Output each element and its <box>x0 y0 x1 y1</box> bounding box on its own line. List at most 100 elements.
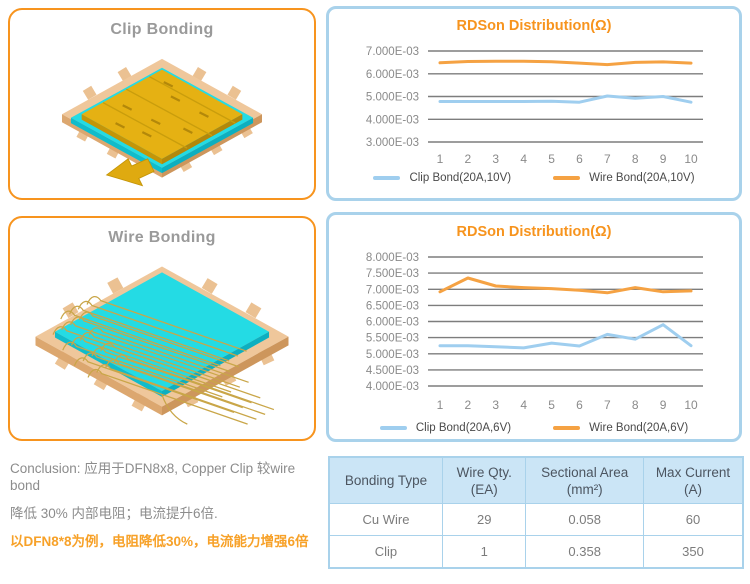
svg-text:10: 10 <box>684 152 698 166</box>
gridlines <box>428 50 703 143</box>
line-chart-0: 7.000E-03 6.000E-03 5.000E-03 4.000E-03 3.00… <box>366 46 703 166</box>
svg-text:3: 3 <box>492 398 499 412</box>
header-unit: (A) <box>683 481 702 497</box>
cell-sectional-area: 0.058 <box>525 503 644 536</box>
header-unit: (mm²) <box>566 481 603 497</box>
chart1-plot-area: 7.000E-03 6.000E-03 5.000E-03 4.000E-03 3.00… <box>329 38 739 170</box>
legend-item-Wire Bond(20A,6V): Wire Bond(20A,6V) <box>553 422 688 434</box>
line-chart-1: 8.000E-03 7.500E-03 7.000E-03 6.500E-03 6.00… <box>366 252 703 412</box>
bond-wires <box>53 297 274 425</box>
clip-arrow-tab <box>105 158 155 187</box>
svg-text:7: 7 <box>604 398 611 412</box>
clip-slots <box>115 81 209 138</box>
leadframe-side-left <box>35 336 162 416</box>
header-max-current: Max Current (A) <box>642 456 744 504</box>
svg-text:6.500E-03: 6.500E-03 <box>366 300 419 312</box>
die-side-right <box>162 117 254 174</box>
rdson-chart-6v-panel: RDSon Distribution(Ω) 8.000E-03 7.500E-03… <box>326 212 742 442</box>
header-text: Sectional Area <box>541 464 629 480</box>
header-text: Bonding Type <box>344 473 428 488</box>
cell-bonding-type: Clip <box>328 535 443 569</box>
wire-bonding-panel: Wire Bonding <box>8 216 316 441</box>
svg-text:2: 2 <box>465 398 472 412</box>
svg-text:8.000E-03: 8.000E-03 <box>366 252 419 264</box>
svg-text:1: 1 <box>437 398 444 412</box>
svg-text:5.000E-03: 5.000E-03 <box>366 92 419 104</box>
cell-max-current: 60 <box>642 503 744 536</box>
svg-text:4.000E-03: 4.000E-03 <box>366 114 419 126</box>
svg-text:8: 8 <box>632 398 639 412</box>
y-axis-ticks: 8.000E-03 7.500E-03 7.000E-03 6.500E-03 6.00… <box>366 252 419 393</box>
conclusion-line-highlight: 以DFN8*8为例，电阻降低30%，电流能力增强6倍 <box>10 534 309 549</box>
header-text: Max Current <box>655 464 731 480</box>
svg-text:4.000E-03: 4.000E-03 <box>366 381 419 393</box>
svg-text:4.500E-03: 4.500E-03 <box>366 365 419 377</box>
header-text: Wire Qty. <box>456 464 512 480</box>
svg-text:6: 6 <box>576 152 583 166</box>
stray-wire <box>161 394 188 425</box>
svg-text:9: 9 <box>660 398 667 412</box>
svg-text:3.000E-03: 3.000E-03 <box>366 137 419 149</box>
legend-item-Clip Bond(20A,10V): Clip Bond(20A,10V) <box>373 172 511 184</box>
svg-text:7.000E-03: 7.000E-03 <box>366 284 419 296</box>
svg-text:4: 4 <box>520 152 527 166</box>
table-row: Clip 1 0.358 350 <box>328 535 744 569</box>
wire-bonding-title: Wire Bonding <box>108 229 216 246</box>
legend-item-Clip Bond(20A,6V): Clip Bond(20A,6V) <box>379 422 512 434</box>
svg-text:10: 10 <box>684 398 698 412</box>
legend-swatch <box>553 426 581 430</box>
cell-max-current: 350 <box>642 535 744 569</box>
x-axis-ticks: 1 2 3 4 5 6 7 8 9 10 <box>437 398 698 412</box>
svg-text:5: 5 <box>548 398 555 412</box>
series-line-Wire Bond(20A,6V) <box>438 276 693 295</box>
conclusion-block: Conclusion: 应用于DFN8x8, Copper Clip 较wire… <box>10 460 328 561</box>
svg-text:2: 2 <box>465 152 472 166</box>
header-sectional-area: Sectional Area (mm²) <box>525 456 644 504</box>
cell-wire-qty: 29 <box>441 503 527 536</box>
svg-text:8: 8 <box>632 152 639 166</box>
header-unit: (EA) <box>470 481 498 497</box>
clip-seams <box>102 76 236 149</box>
legend-label: Clip Bond(20A,10V) <box>409 172 512 184</box>
svg-text:7: 7 <box>604 152 611 166</box>
y-axis-ticks: 7.000E-03 6.000E-03 5.000E-03 4.000E-03 3.00… <box>366 46 419 149</box>
legend-item-Wire Bond(20A,10V): Wire Bond(20A,10V) <box>553 172 695 184</box>
series-line-Clip Bond(20A,6V) <box>438 323 693 350</box>
cell-bonding-type: Cu Wire <box>328 503 443 536</box>
conclusion-line-2: 降低 30% 内部电阻；电流提升6倍. <box>10 506 218 521</box>
gridlines <box>428 256 703 387</box>
svg-text:3: 3 <box>492 152 499 166</box>
rdson-chart-10v-panel: RDSon Distribution(Ω) 7.000E-03 6.000E-03… <box>326 6 742 201</box>
clip-bonding-panel: Clip Bonding <box>8 8 316 200</box>
leadframe-side-right <box>162 336 289 416</box>
legend-swatch <box>379 426 407 430</box>
table-header-row: Bonding Type Wire Qty. (EA) Sectional Ar… <box>328 456 744 504</box>
svg-text:5: 5 <box>548 152 555 166</box>
legend-label: Wire Bond(20A,10V) <box>589 172 695 184</box>
series-line-Clip Bond(20A,10V) <box>438 94 693 104</box>
header-wire-qty: Wire Qty. (EA) <box>441 456 527 504</box>
legend-label: Clip Bond(20A,6V) <box>415 422 512 434</box>
bonding-comparison-table: Bonding Type Wire Qty. (EA) Sectional Ar… <box>328 456 744 569</box>
cell-sectional-area: 0.358 <box>525 535 644 569</box>
svg-text:4: 4 <box>520 398 527 412</box>
legend-label: Wire Bond(20A,6V) <box>589 422 689 434</box>
copper-clip-side-left <box>81 114 162 165</box>
svg-text:5.000E-03: 5.000E-03 <box>366 349 419 361</box>
chart2-plot-area: 8.000E-03 7.500E-03 7.000E-03 6.500E-03 6.00… <box>329 244 739 420</box>
legend-swatch <box>553 176 581 180</box>
legend-swatch <box>373 176 401 180</box>
chart1-legend: Clip Bond(20A,10V) Wire Bond(20A,10V) <box>329 172 739 184</box>
conclusion-line-1: Conclusion: 应用于DFN8x8, Copper Clip 较wire… <box>10 461 296 493</box>
svg-text:6.000E-03: 6.000E-03 <box>366 317 419 329</box>
svg-text:5.500E-03: 5.500E-03 <box>366 333 419 345</box>
svg-text:9: 9 <box>660 152 667 166</box>
cell-wire-qty: 1 <box>441 535 527 569</box>
clip-bonding-illustration <box>62 58 262 187</box>
svg-text:6.000E-03: 6.000E-03 <box>366 69 419 81</box>
copper-clip-side-right <box>162 114 243 165</box>
chart1-title: RDSon Distribution(Ω) <box>456 18 612 34</box>
die-side-left <box>70 117 162 174</box>
header-bonding-type: Bonding Type <box>328 456 443 504</box>
table-row: Cu Wire 29 0.058 60 <box>328 503 744 536</box>
